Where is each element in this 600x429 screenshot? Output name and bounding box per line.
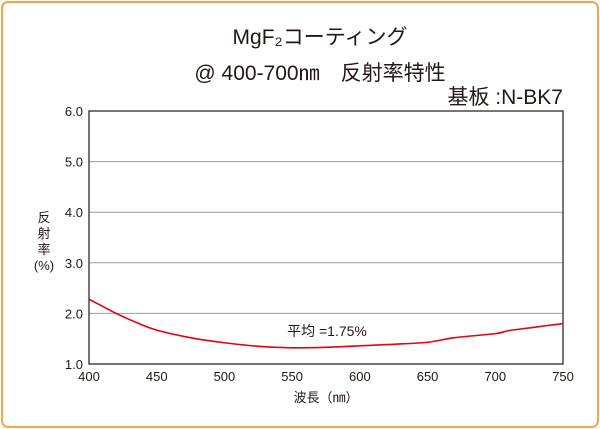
y-axis-label: 率: [37, 242, 50, 257]
average-annotation: 平均 =1.75%: [287, 323, 367, 339]
y-axis-label: 射: [37, 226, 50, 241]
y-tick-label: 5.0: [65, 155, 83, 170]
reflectance-curve: [88, 298, 564, 349]
y-axis-label: (%): [34, 258, 54, 273]
x-axis-label: 波長（㎚）: [293, 390, 358, 405]
y-axis-label: 反: [37, 210, 50, 225]
y-tick-label: 6.0: [65, 104, 83, 119]
y-tick-label: 1.0: [65, 357, 83, 372]
x-tick-label: 600: [349, 369, 371, 384]
chart-title: MgF₂コーティング: [233, 26, 408, 49]
x-tick-label: 650: [417, 369, 439, 384]
x-tick-label: 700: [484, 369, 506, 384]
substrate-label: 基板 :N-BK7: [447, 86, 563, 109]
x-tick-label: 750: [552, 369, 574, 384]
chart-subtitle: @ 400-700㎚ 反射率特性: [194, 62, 445, 85]
plot-area: [88, 110, 564, 365]
x-tick-label: 550: [281, 369, 303, 384]
x-tick-label: 500: [214, 369, 236, 384]
y-tick-label: 4.0: [65, 205, 83, 220]
y-tick-label: 2.0: [65, 306, 83, 321]
x-tick-label: 400: [78, 369, 100, 384]
y-tick-label: 3.0: [65, 256, 83, 271]
x-tick-label: 450: [146, 369, 168, 384]
